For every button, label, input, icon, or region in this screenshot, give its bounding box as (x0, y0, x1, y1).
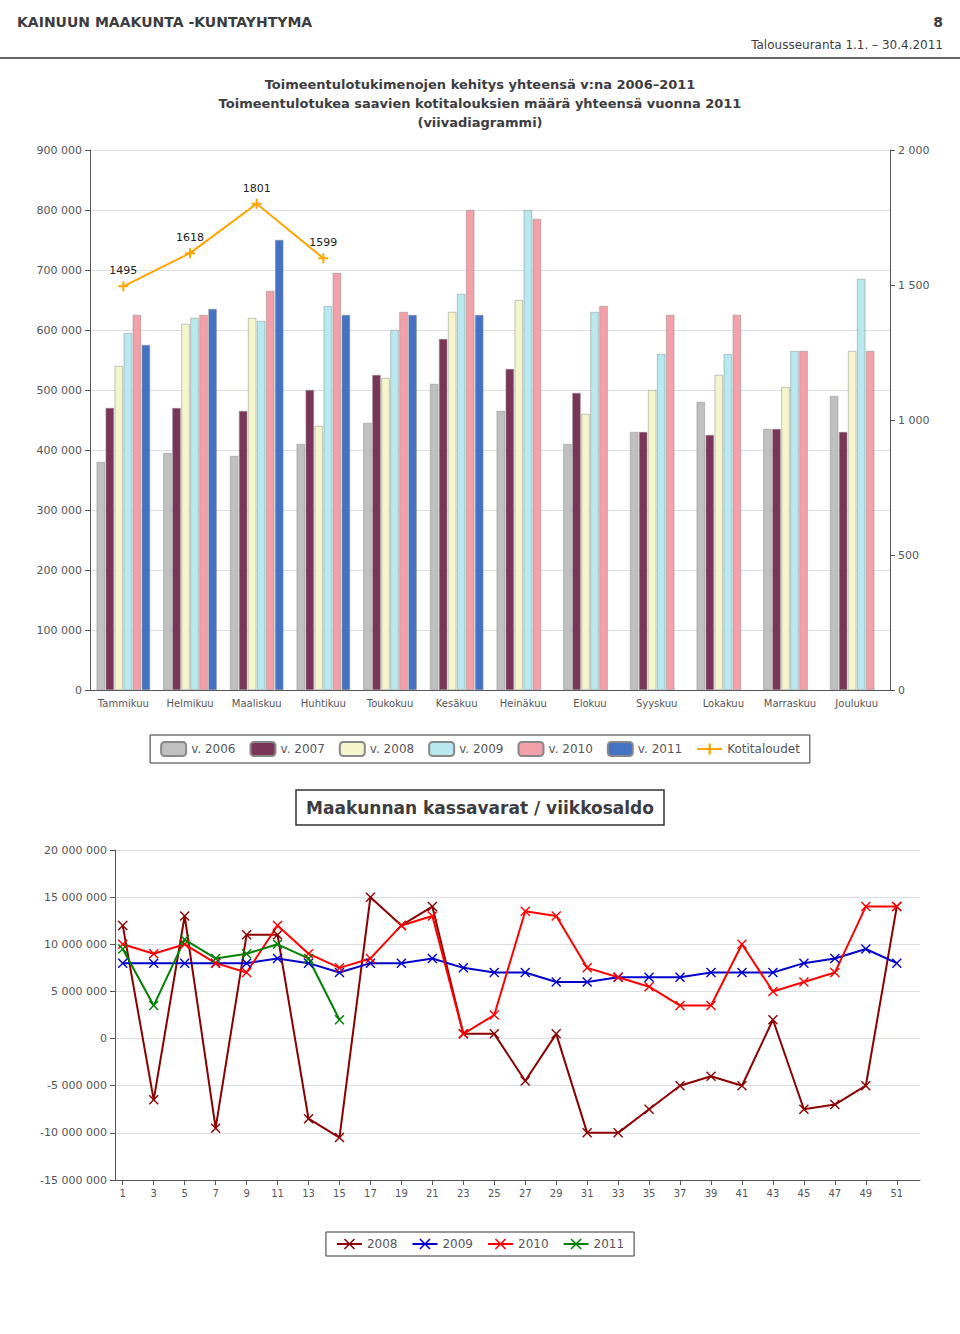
svg-text:Huhtikuu: Huhtikuu (301, 698, 346, 709)
svg-text:Marraskuu: Marraskuu (764, 698, 816, 709)
svg-text:-10 000 000: -10 000 000 (40, 1126, 107, 1139)
svg-text:29: 29 (550, 1188, 563, 1199)
svg-text:0: 0 (100, 1032, 107, 1045)
svg-text:27: 27 (519, 1188, 532, 1199)
svg-text:3: 3 (151, 1188, 157, 1199)
svg-text:Toimeentulotukimenojen kehitys: Toimeentulotukimenojen kehitys yhteensä … (265, 77, 696, 92)
svg-text:-15 000 000: -15 000 000 (40, 1174, 107, 1187)
svg-text:7: 7 (212, 1188, 218, 1199)
svg-text:Lokakuu: Lokakuu (703, 698, 744, 709)
svg-text:Maaliskuu: Maaliskuu (232, 698, 282, 709)
svg-text:1495: 1495 (109, 264, 137, 277)
svg-text:v. 2011: v. 2011 (638, 742, 682, 756)
svg-text:Tammikuu: Tammikuu (97, 698, 149, 709)
svg-text:23: 23 (457, 1188, 470, 1199)
svg-text:10 000 000: 10 000 000 (44, 938, 107, 951)
svg-text:800 000: 800 000 (37, 204, 83, 217)
svg-text:5: 5 (181, 1188, 187, 1199)
svg-text:Toimeentulotukea saavien kotit: Toimeentulotukea saavien kotitalouksien … (219, 96, 742, 111)
svg-text:37: 37 (674, 1188, 687, 1199)
svg-text:KAINUUN MAAKUNTA -KUNTAYHTYMA: KAINUUN MAAKUNTA -KUNTAYHTYMA (17, 14, 312, 30)
svg-text:51: 51 (890, 1188, 903, 1199)
svg-text:2011: 2011 (594, 1237, 625, 1251)
svg-text:15 000 000: 15 000 000 (44, 891, 107, 904)
svg-text:1 000: 1 000 (898, 414, 930, 427)
svg-text:500 000: 500 000 (37, 384, 83, 397)
svg-text:49: 49 (859, 1188, 872, 1199)
svg-text:0: 0 (898, 684, 905, 697)
svg-text:41: 41 (736, 1188, 749, 1199)
svg-text:39: 39 (705, 1188, 718, 1199)
svg-text:Talousseuranta 1.1. – 30.4.201: Talousseuranta 1.1. – 30.4.2011 (750, 38, 943, 52)
svg-text:Joulukuu: Joulukuu (834, 698, 878, 709)
svg-text:v. 2007: v. 2007 (280, 742, 324, 756)
svg-text:47: 47 (828, 1188, 841, 1199)
svg-text:25: 25 (488, 1188, 501, 1199)
svg-text:Heinäkuu: Heinäkuu (500, 698, 547, 709)
svg-text:(viivadiagrammi): (viivadiagrammi) (417, 115, 542, 130)
svg-text:600 000: 600 000 (37, 324, 83, 337)
svg-text:5 000 000: 5 000 000 (51, 985, 107, 998)
svg-text:700 000: 700 000 (37, 264, 83, 277)
svg-text:Syyskuu: Syyskuu (636, 698, 678, 709)
svg-text:Kesäkuu: Kesäkuu (436, 698, 478, 709)
svg-text:1801: 1801 (243, 182, 271, 195)
svg-text:500: 500 (898, 549, 919, 562)
svg-text:1599: 1599 (309, 236, 337, 249)
svg-text:-5 000 000: -5 000 000 (47, 1079, 107, 1092)
svg-text:Helmikuu: Helmikuu (166, 698, 213, 709)
svg-text:19: 19 (395, 1188, 408, 1199)
svg-text:v. 2010: v. 2010 (548, 742, 592, 756)
svg-text:8: 8 (933, 14, 943, 30)
svg-text:1 500: 1 500 (898, 279, 930, 292)
svg-text:900 000: 900 000 (37, 144, 83, 157)
svg-text:2 000: 2 000 (898, 144, 930, 157)
svg-text:13: 13 (302, 1188, 315, 1199)
svg-text:v. 2006: v. 2006 (191, 742, 235, 756)
svg-text:33: 33 (612, 1188, 625, 1199)
svg-text:Kotitaloudet: Kotitaloudet (727, 742, 800, 756)
svg-text:400 000: 400 000 (37, 444, 83, 457)
svg-text:0: 0 (75, 684, 82, 697)
svg-text:1618: 1618 (176, 231, 204, 244)
svg-text:Maakunnan kassavarat / viikkos: Maakunnan kassavarat / viikkosaldo (306, 798, 654, 818)
svg-text:35: 35 (643, 1188, 656, 1199)
svg-text:2008: 2008 (367, 1237, 398, 1251)
svg-text:31: 31 (581, 1188, 594, 1199)
svg-text:43: 43 (767, 1188, 780, 1199)
svg-text:21: 21 (426, 1188, 439, 1199)
svg-text:2010: 2010 (518, 1237, 549, 1251)
svg-text:Elokuu: Elokuu (573, 698, 606, 709)
svg-text:11: 11 (271, 1188, 284, 1199)
svg-text:v. 2008: v. 2008 (370, 742, 414, 756)
svg-text:v. 2009: v. 2009 (459, 742, 503, 756)
svg-text:1: 1 (120, 1188, 126, 1199)
svg-text:15: 15 (333, 1188, 346, 1199)
svg-text:Toukokuu: Toukokuu (366, 698, 414, 709)
svg-text:45: 45 (798, 1188, 811, 1199)
svg-text:20 000 000: 20 000 000 (44, 844, 107, 857)
svg-text:200 000: 200 000 (37, 564, 83, 577)
svg-text:2009: 2009 (442, 1237, 473, 1251)
svg-text:17: 17 (364, 1188, 377, 1199)
svg-text:100 000: 100 000 (37, 624, 83, 637)
svg-text:300 000: 300 000 (37, 504, 83, 517)
svg-text:9: 9 (243, 1188, 249, 1199)
